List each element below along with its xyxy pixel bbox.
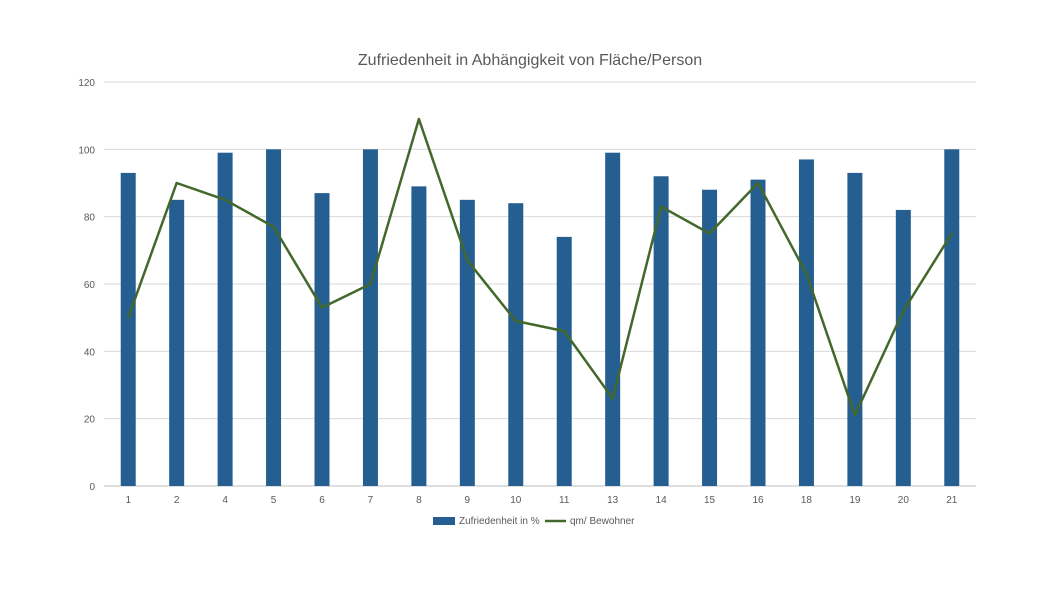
x-tick-label: 8 bbox=[416, 495, 422, 506]
line-point bbox=[223, 198, 227, 202]
x-tick-label: 16 bbox=[752, 495, 764, 506]
x-tick-label: 5 bbox=[271, 495, 277, 506]
legend: Zufriedenheit in % qm/ Bewohner bbox=[433, 516, 635, 527]
x-tick-label: 21 bbox=[946, 495, 958, 506]
x-tick-label: 20 bbox=[898, 495, 910, 506]
bar bbox=[702, 189, 718, 486]
bar bbox=[605, 152, 621, 486]
line-point bbox=[514, 319, 517, 323]
line-point bbox=[369, 282, 372, 286]
bar bbox=[508, 203, 524, 486]
x-tick-label: 4 bbox=[222, 495, 228, 506]
x-tick-label: 18 bbox=[801, 495, 813, 506]
line-point bbox=[805, 272, 808, 276]
legend-label-qm-bewohner: qm/ Bewohner bbox=[570, 516, 635, 527]
line-point bbox=[756, 181, 760, 185]
bar bbox=[944, 149, 960, 487]
line-series bbox=[127, 117, 953, 417]
x-tick-label: 1 bbox=[125, 495, 131, 506]
y-tick-label: 100 bbox=[78, 145, 95, 156]
bar bbox=[750, 179, 766, 486]
series-line bbox=[127, 117, 953, 417]
x-tick-label: 10 bbox=[510, 495, 522, 506]
y-tick-label: 40 bbox=[84, 347, 96, 358]
x-tick-label: 15 bbox=[704, 495, 716, 506]
bar bbox=[169, 199, 185, 487]
line-point bbox=[853, 414, 857, 417]
line-point bbox=[272, 225, 275, 228]
x-tick-label: 6 bbox=[319, 495, 325, 506]
legend-label-zufriedenheit: Zufriedenheit in % bbox=[459, 516, 540, 527]
bar bbox=[847, 172, 863, 486]
line-point bbox=[611, 397, 614, 400]
bar bbox=[653, 176, 669, 486]
bar bbox=[266, 149, 282, 487]
bar bbox=[556, 236, 572, 486]
line-point bbox=[466, 259, 469, 262]
bar bbox=[798, 159, 814, 486]
x-tick-label: 11 bbox=[559, 495, 570, 506]
line-point bbox=[320, 306, 324, 309]
chart-title: Zufriedenheit in Abhängigkeit von Fläche… bbox=[358, 52, 702, 69]
y-tick-label: 60 bbox=[84, 280, 96, 291]
x-tick-label: 7 bbox=[368, 495, 374, 506]
y-axis-tick-labels: 0 20 40 60 80 100 120 bbox=[78, 78, 95, 493]
x-tick-label: 2 bbox=[174, 495, 180, 506]
line-point bbox=[902, 309, 905, 313]
x-tick-label: 14 bbox=[656, 495, 668, 506]
bar bbox=[895, 209, 911, 486]
line-point bbox=[175, 181, 178, 185]
bar bbox=[459, 199, 475, 487]
line-point bbox=[950, 232, 953, 235]
y-tick-label: 80 bbox=[84, 213, 96, 224]
y-tick-label: 120 bbox=[78, 78, 95, 89]
line-point bbox=[417, 117, 421, 121]
line-point bbox=[708, 232, 711, 235]
gridlines bbox=[104, 81, 976, 487]
bar bbox=[217, 152, 233, 486]
x-tick-label: 9 bbox=[465, 495, 471, 506]
y-tick-label: 0 bbox=[89, 482, 95, 493]
y-tick-label: 20 bbox=[84, 415, 96, 426]
bar bbox=[362, 149, 378, 487]
line-point bbox=[563, 329, 566, 333]
legend-swatch-zufriedenheit bbox=[433, 517, 455, 525]
bar bbox=[411, 186, 427, 486]
x-tick-label: 19 bbox=[849, 495, 861, 506]
x-axis-tick-labels: 1 2 4 5 6 7 8 9 10 11 13 14 15 16 18 19 20 21 bbox=[125, 495, 957, 506]
bar bbox=[314, 193, 330, 486]
line-point bbox=[659, 205, 663, 208]
bar-series bbox=[120, 149, 960, 487]
bar bbox=[120, 172, 136, 486]
line-point bbox=[127, 316, 130, 319]
x-tick-label: 13 bbox=[607, 495, 619, 506]
